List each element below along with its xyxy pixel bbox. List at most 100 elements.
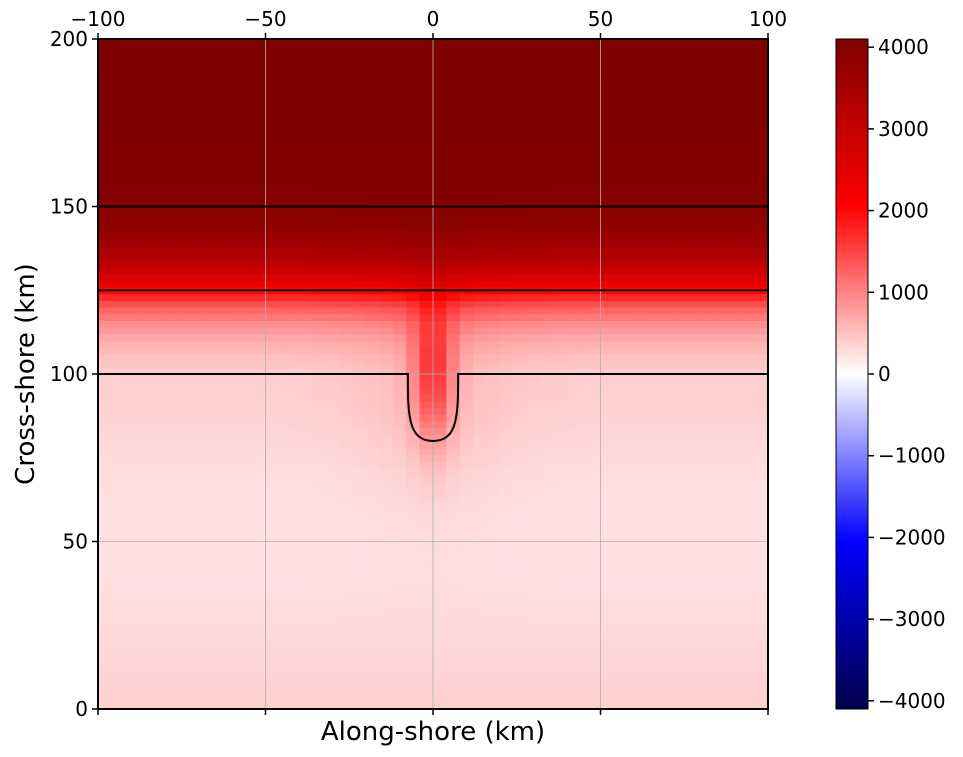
heatmap-cell [446, 219, 461, 228]
heatmap-cell [299, 152, 313, 161]
heatmap-cell [191, 608, 206, 616]
heatmap-cell [714, 253, 729, 261]
heatmap-cell [339, 427, 354, 435]
heatmap-cell [687, 427, 702, 435]
heatmap-cell [486, 601, 501, 610]
heatmap-cell [660, 702, 675, 709]
heatmap-cell [701, 588, 715, 596]
heatmap-cell [245, 313, 260, 321]
heatmap-cell [392, 380, 407, 388]
heatmap-cell [727, 347, 742, 355]
heatmap-cell [433, 534, 447, 543]
heatmap-cell [178, 206, 193, 214]
heatmap-cell [580, 219, 595, 228]
heatmap-cell [567, 501, 581, 509]
heatmap-cell [379, 333, 394, 342]
heatmap-cell [98, 293, 112, 301]
heatmap-cell [178, 481, 193, 489]
heatmap-cell [245, 441, 260, 449]
heatmap-cell [366, 119, 380, 127]
heatmap-cell [446, 454, 461, 462]
heatmap-cell [526, 72, 541, 80]
heatmap-cell [607, 682, 622, 690]
heatmap-cell [647, 179, 662, 187]
heatmap-cell [647, 427, 662, 435]
heatmap-cell [540, 621, 555, 630]
heatmap-cell [459, 199, 474, 208]
heatmap-cell [191, 487, 206, 496]
heatmap-cell [272, 528, 287, 536]
heatmap-cell [459, 434, 474, 442]
heatmap-cell [232, 112, 246, 120]
heatmap-cell [674, 608, 689, 616]
heatmap-cell [647, 152, 662, 161]
heatmap-cell [727, 106, 742, 114]
heatmap-cell [660, 420, 675, 429]
heatmap-cell [540, 394, 555, 402]
heatmap-cell [459, 367, 474, 375]
heatmap-cell [553, 601, 568, 610]
heatmap-cell [272, 394, 287, 402]
heatmap-cell [352, 441, 367, 449]
heatmap-cell [459, 179, 474, 187]
heatmap-cell [687, 353, 702, 362]
heatmap-cell [205, 146, 220, 154]
heatmap-cell [634, 702, 648, 709]
heatmap-cell [299, 508, 313, 516]
heatmap-cell [165, 360, 179, 368]
heatmap-cell [754, 407, 768, 415]
heatmap-cell [513, 688, 528, 697]
heatmap-cell [191, 206, 206, 214]
heatmap-cell [446, 186, 461, 194]
heatmap-cell [232, 581, 246, 589]
heatmap-cell [500, 481, 514, 489]
heatmap-cell [205, 199, 220, 208]
heatmap-cell [406, 293, 421, 301]
heatmap-cell [500, 487, 514, 496]
heatmap-cell [446, 608, 461, 616]
heatmap-cell [727, 541, 742, 549]
heatmap-cell [419, 508, 434, 516]
heatmap-cell [285, 561, 300, 569]
heatmap-cell [446, 487, 461, 496]
heatmap-cell [165, 79, 179, 87]
heatmap-cell [285, 668, 300, 677]
heatmap-cell [473, 327, 488, 335]
heatmap-cell [245, 45, 260, 53]
heatmap-cell [392, 394, 407, 402]
heatmap-cell [701, 441, 715, 449]
heatmap-cell [339, 273, 354, 281]
heatmap-cell [634, 206, 648, 214]
heatmap-cell [687, 213, 702, 221]
heatmap-cell [312, 79, 327, 87]
heatmap-cell [674, 65, 689, 74]
heatmap-cell [580, 280, 595, 288]
heatmap-cell [540, 186, 555, 194]
heatmap-cell [647, 92, 662, 100]
heatmap-cell [513, 85, 528, 94]
heatmap-cell [218, 662, 233, 670]
heatmap-cell [459, 59, 474, 67]
heatmap-cell [352, 534, 367, 543]
heatmap-cell [312, 561, 327, 569]
heatmap-cell [232, 621, 246, 630]
heatmap-cell [540, 273, 555, 281]
heatmap-cell [191, 45, 206, 53]
heatmap-cell [580, 441, 595, 449]
heatmap-cell [98, 92, 112, 100]
heatmap-cell [459, 615, 474, 623]
heatmap-cell [741, 534, 756, 543]
heatmap-cell [339, 132, 354, 141]
heatmap-cell [272, 467, 287, 476]
heatmap-cell [473, 173, 488, 181]
heatmap-cell [124, 106, 139, 114]
heatmap-cell [674, 126, 689, 134]
heatmap-cell [339, 166, 354, 174]
heatmap-cell [406, 420, 421, 429]
heatmap-cell [459, 99, 474, 107]
heatmap-cell [312, 226, 327, 234]
heatmap-cell [687, 608, 702, 616]
heatmap-cell [124, 152, 139, 161]
heatmap-cell [634, 213, 648, 221]
heatmap-cell [352, 682, 367, 690]
